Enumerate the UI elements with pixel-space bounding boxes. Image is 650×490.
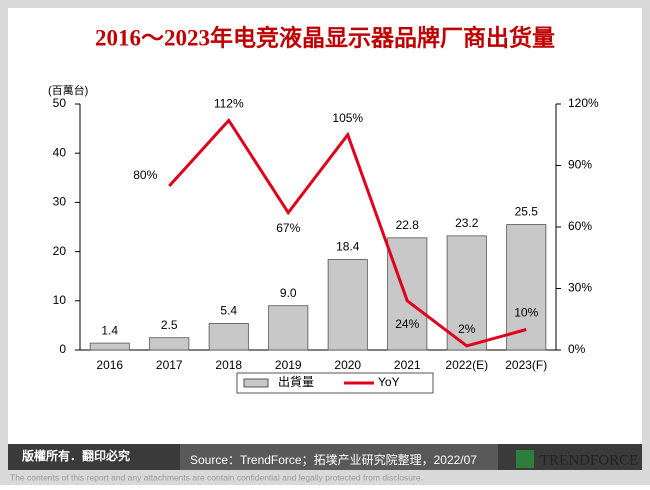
footer-rights: 版權所有．翻印必究: [22, 448, 130, 463]
logo-icon: [516, 450, 534, 468]
x-tick-label: 2022(E): [445, 358, 488, 372]
footer-logo: TRENDFORCE: [540, 452, 638, 468]
bar-value-label: 23.2: [455, 216, 479, 230]
y-tick-label: 20: [53, 244, 67, 258]
line-value-label: 112%: [214, 97, 244, 111]
x-tick-label: 2016: [96, 358, 123, 372]
bar-value-label: 5.4: [220, 304, 237, 318]
y2-tick-label: 120%: [568, 96, 599, 110]
x-tick-label: 2020: [334, 358, 361, 372]
bar: [387, 237, 428, 351]
bar-value-label: 2.5: [161, 318, 178, 332]
bar: [149, 337, 190, 351]
x-tick-label: 2023(F): [505, 358, 547, 372]
footer-source: Source：TrendForce；拓墣产业研究院整理，2022/07: [190, 452, 477, 467]
x-tick-label: 2017: [156, 358, 183, 372]
legend-label: YoY: [378, 375, 400, 389]
bar: [268, 305, 309, 351]
bar: [89, 342, 130, 351]
line-value-label: 2%: [458, 322, 476, 336]
disclaimer: The contents of this report and any atta…: [10, 472, 423, 482]
bar: [506, 224, 547, 351]
y2-tick-label: 60%: [568, 219, 592, 233]
x-tick-label: 2021: [394, 358, 421, 372]
line-value-label: 10%: [514, 306, 538, 320]
x-tick-label: 2019: [275, 358, 302, 372]
bar: [446, 235, 487, 351]
line-value-label: 24%: [395, 317, 419, 331]
line: [168, 117, 527, 348]
x-tick-label: 2018: [215, 358, 242, 372]
legend-label: 出貨量: [278, 374, 314, 389]
bar-value-label: 18.4: [336, 240, 360, 254]
bar-value-label: 9.0: [280, 286, 297, 300]
bar-value-label: 22.8: [396, 218, 420, 232]
chart-title: 2016～2023年电竞液晶显示器品牌厂商出货量: [95, 24, 555, 50]
y-tick-label: 0: [59, 342, 66, 356]
line-value-label: 67%: [276, 221, 300, 235]
legend-swatch: [243, 378, 269, 388]
y-axis-label: (百萬台): [48, 83, 88, 97]
bar-value-label: 25.5: [515, 205, 539, 219]
line-value-label: 80%: [133, 168, 157, 182]
y-tick-label: 50: [53, 96, 67, 110]
bar-value-label: 1.4: [101, 323, 118, 337]
bar: [208, 323, 249, 351]
y-tick-label: 30: [53, 195, 67, 209]
y-tick-label: 10: [53, 293, 67, 307]
y2-tick-label: 0%: [568, 342, 586, 356]
legend-box: [236, 372, 434, 394]
y-tick-label: 40: [53, 145, 67, 159]
footer-source-bg: [180, 444, 498, 470]
y2-tick-label: 90%: [568, 158, 592, 172]
bar: [327, 259, 368, 351]
y2-tick-label: 30%: [568, 281, 592, 295]
line-value-label: 105%: [332, 111, 363, 125]
panel: [8, 8, 642, 470]
